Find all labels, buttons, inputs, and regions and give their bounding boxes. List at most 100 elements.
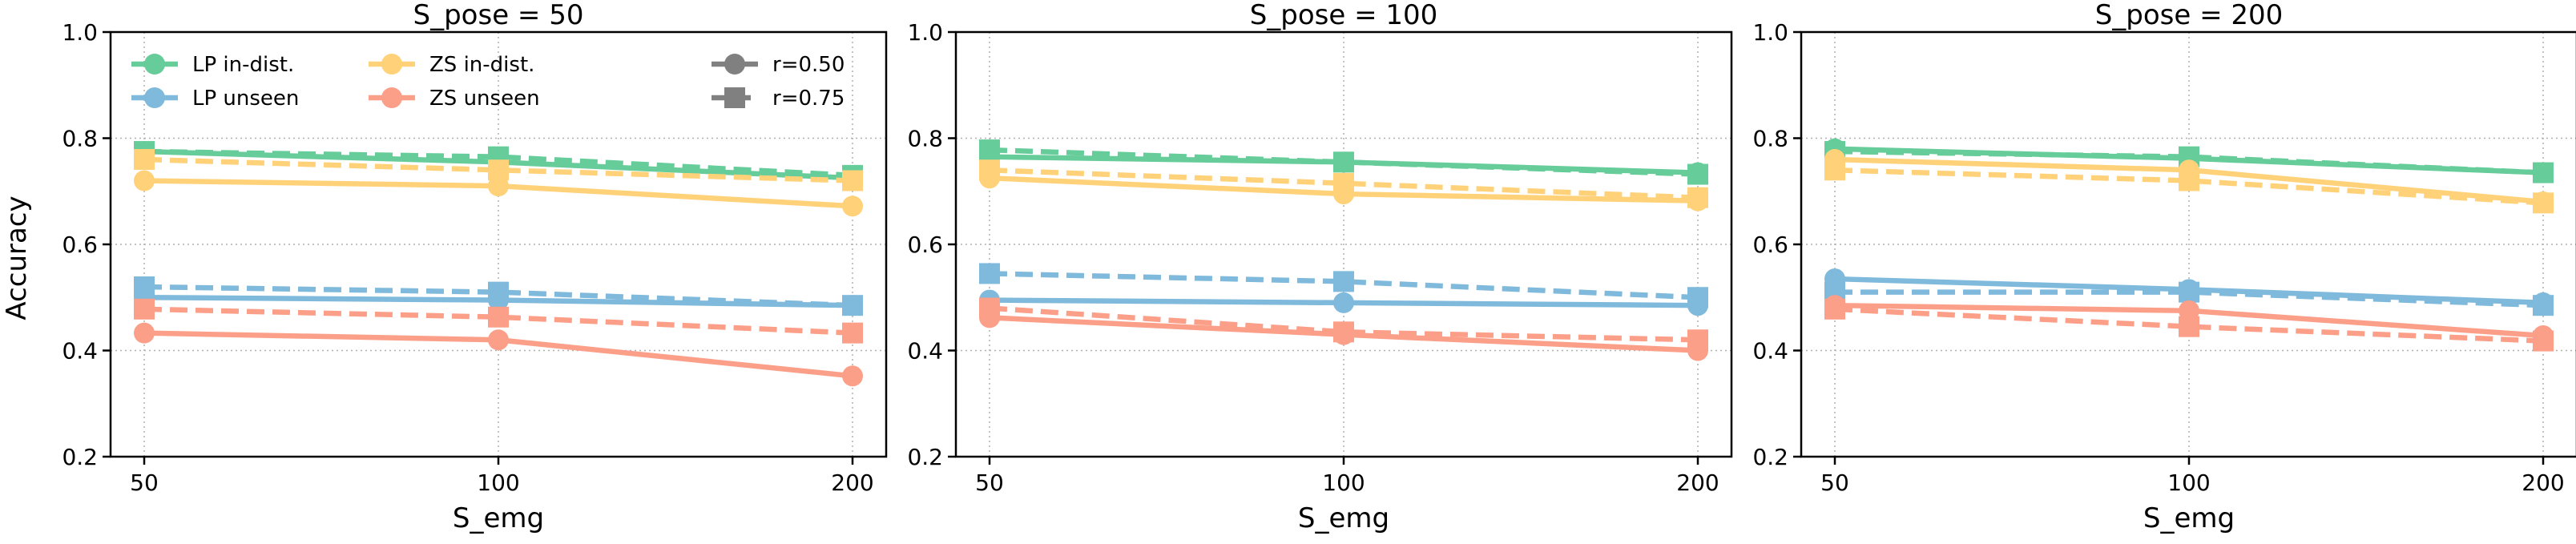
data-point: [1687, 340, 1708, 361]
data-point: [2179, 279, 2199, 300]
data-point: [1333, 271, 1354, 292]
data-point: [488, 289, 509, 311]
panel-title: S_pose = 50: [413, 0, 584, 31]
y-tick-label: 1.0: [907, 19, 943, 46]
x-tick-label: 50: [130, 469, 159, 496]
y-tick-label: 0.4: [1752, 338, 1788, 365]
legend-marker: [381, 87, 402, 108]
legend-label: LP in-dist.: [192, 53, 294, 77]
data-point: [842, 365, 863, 387]
data-point: [1824, 295, 1845, 316]
y-axis-label: Accuracy: [1, 195, 33, 320]
x-tick-label: 100: [1322, 469, 1365, 496]
legend-label: ZS in-dist.: [429, 53, 534, 77]
data-point: [1333, 151, 1354, 173]
data-point: [1333, 324, 1354, 345]
legend: LP in-dist. LP unseen ZS in-dist. ZS unseen…: [131, 53, 845, 111]
data-point: [979, 263, 1000, 284]
x-tick-label: 50: [1820, 469, 1849, 496]
data-point: [979, 167, 1000, 189]
series-line: [1834, 167, 2544, 206]
data-point: [842, 170, 863, 191]
legend-marker: [724, 87, 745, 108]
data-point: [488, 175, 509, 197]
y-tick-label: 0.8: [62, 126, 98, 152]
x-tick-label: 200: [2522, 469, 2564, 496]
data-point: [842, 322, 863, 344]
data-point: [2533, 324, 2554, 346]
data-point: [2179, 159, 2199, 181]
legend-marker: [144, 87, 165, 108]
legend-entry: ZS unseen: [369, 87, 540, 111]
panel-title: S_pose = 100: [1250, 0, 1438, 31]
panel-2: S_pose = 100 0.2 0.4 0.6 0.8 1.0 50 100 200 S_emg: [907, 0, 1733, 534]
y-tick-label: 1.0: [62, 19, 98, 46]
plot-frame: [109, 30, 888, 458]
panel-title: S_pose = 200: [2095, 0, 2284, 31]
x-axis-label: S_emg: [2143, 502, 2235, 534]
data-point: [1333, 183, 1354, 205]
data-point: [488, 329, 509, 351]
plot-frame: [954, 30, 1733, 458]
panel-1: S_pose = 50 0.2 0.4 0.6 0.8 1.0 50 100 200 S_emg: [62, 0, 888, 534]
series-line: [1835, 289, 2544, 308]
x-tick-label: 50: [975, 469, 1004, 496]
series-line: [1834, 306, 2544, 344]
legend-label: ZS unseen: [429, 87, 540, 111]
legend-label: r=0.50: [772, 53, 845, 77]
data-point: [842, 195, 863, 217]
y-tick-label: 0.2: [62, 444, 98, 470]
panels: S_pose = 500.20.40.60.81.050 100 200S_emgS…: [62, 0, 2576, 534]
series-lp-unseenr050: [979, 289, 1708, 316]
series-zs-in-dist-r050: [134, 170, 863, 217]
y-tick-label: 0.6: [907, 232, 943, 258]
series-line: [143, 284, 853, 308]
legend-marker: [144, 54, 165, 75]
data-point: [1824, 149, 1845, 170]
legend-marker: [724, 54, 745, 75]
data-point: [134, 170, 155, 191]
y-tick-label: 0.2: [1752, 444, 1788, 470]
x-tick-label: 200: [1676, 469, 1719, 496]
series-lp-unseenr050: [1824, 268, 2554, 313]
series-zs-in-dist-r050: [979, 167, 1708, 212]
data-point: [2179, 300, 2199, 321]
y-tick-label: 1.0: [1752, 19, 1788, 46]
y-tick-label: 0.4: [907, 338, 943, 365]
data-point: [488, 306, 509, 328]
series-line: [989, 305, 1699, 343]
plot-frame: [1800, 30, 2576, 458]
series-zs-unseenr050: [1824, 295, 2554, 346]
legend-label: r=0.75: [772, 87, 845, 111]
data-point: [134, 298, 155, 320]
legend-style-entry: r=0.50: [712, 53, 845, 77]
y-tick-label: 0.6: [62, 232, 98, 258]
data-point: [134, 322, 155, 344]
series-line: [989, 271, 1699, 300]
data-point: [1824, 268, 1845, 290]
legend-label: LP unseen: [192, 87, 299, 111]
y-tick-label: 0.8: [1752, 126, 1788, 152]
legend-entry: LP in-dist.: [131, 53, 294, 77]
y-tick-label: 0.6: [1752, 232, 1788, 258]
legend-style-entry: r=0.75: [712, 87, 845, 111]
data-point: [2533, 191, 2554, 212]
series-line: [989, 167, 1699, 200]
x-tick-label: 200: [831, 469, 873, 496]
data-point: [842, 295, 863, 316]
legend-entry: LP unseen: [131, 87, 299, 111]
data-point: [1687, 162, 1708, 183]
series-line: [143, 156, 853, 183]
series-zs-unseenr050: [979, 307, 1708, 361]
legend-entry: ZS in-dist.: [369, 53, 534, 77]
data-point: [2533, 292, 2554, 313]
series-zs-unseenr050: [134, 322, 863, 387]
x-tick-label: 100: [477, 469, 519, 496]
data-point: [1333, 292, 1354, 313]
y-tick-label: 0.4: [62, 338, 98, 365]
series-zs-unseenr075: [134, 298, 863, 344]
data-point: [1687, 295, 1708, 316]
x-axis-label: S_emg: [453, 502, 544, 534]
series-line: [143, 306, 853, 336]
